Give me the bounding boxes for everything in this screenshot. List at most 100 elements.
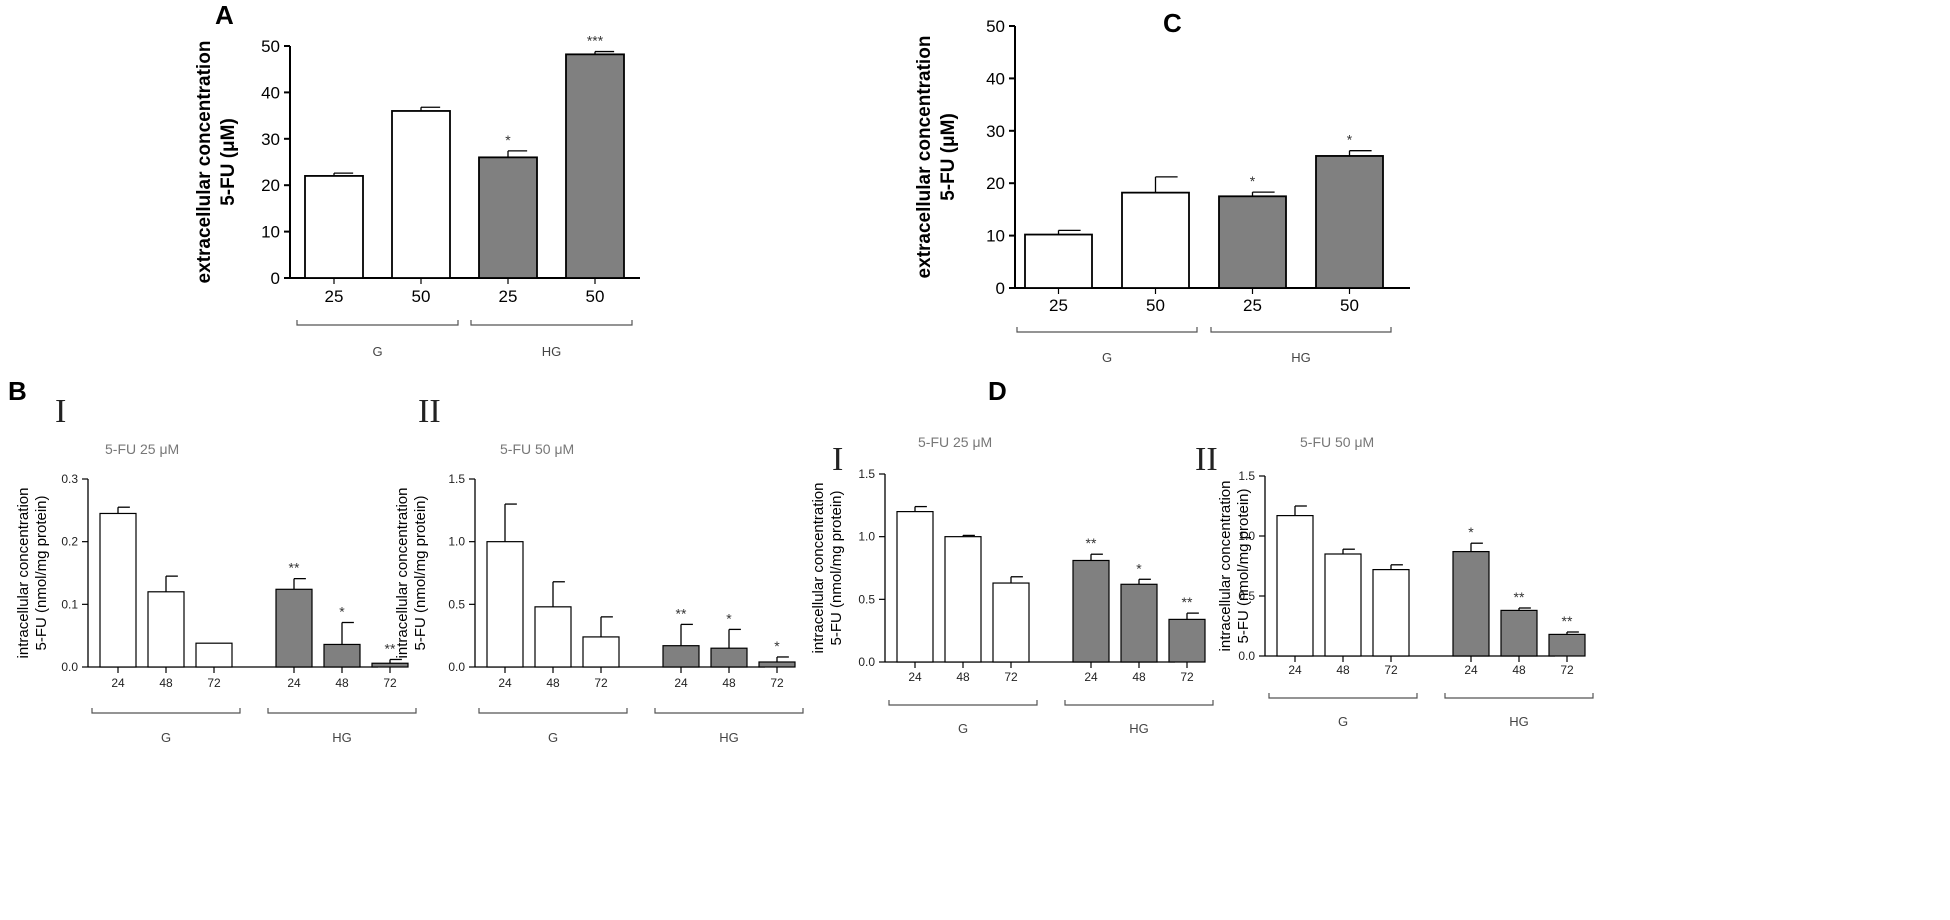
significance-label: *** — [587, 33, 604, 49]
bar — [1218, 195, 1287, 289]
chart-b-i: I 5-FU 25 μM 0.0 0.1 0.2 0.3 intracellular con… — [15, 393, 417, 745]
bar — [147, 591, 185, 668]
y-axis-label-line: 5-FU (nmol/mg protein) — [412, 495, 429, 650]
y-tick-label: 10 — [986, 227, 1005, 246]
bar — [1276, 514, 1314, 657]
y-axis-label: intracellular concentration5-FU (nmol/mg… — [1217, 481, 1252, 652]
bar — [758, 661, 796, 668]
chart-b-ii-roman: II — [418, 393, 441, 430]
chart-b-ii: II 5-FU 50 μM 0.0 0.5 1.0 1.5 intracellular co… — [394, 393, 804, 745]
x-tick-label: 72 — [1384, 663, 1398, 677]
y-tick-label: 40 — [261, 83, 280, 102]
bar — [944, 536, 982, 663]
x-tick-label: 50 — [1146, 296, 1165, 315]
group-label: HG — [1129, 721, 1149, 736]
x-tick-label: 25 — [325, 287, 344, 306]
x-tick-label: 25 — [1243, 296, 1262, 315]
y-tick-label: 0 — [996, 279, 1005, 298]
bar — [486, 541, 524, 668]
chart-b-i-roman: I — [55, 393, 66, 430]
panel-letter-b: B — [8, 376, 27, 406]
chart-d-i-roman: I — [832, 441, 843, 478]
group-label: G — [1102, 350, 1112, 365]
y-axis-label-line: extracellular concentration — [914, 36, 935, 279]
x-tick-label: 24 — [674, 676, 688, 690]
x-tick-label: 48 — [1336, 663, 1350, 677]
x-tick-label: 25 — [1049, 296, 1068, 315]
y-tick-label: 1.0 — [1238, 529, 1255, 543]
y-axis-label-line: 5-FU (nmol/mg protein) — [33, 495, 50, 650]
group-bracket — [1064, 700, 1214, 706]
bar — [1372, 568, 1410, 657]
significance-label: * — [1468, 524, 1474, 540]
y-tick-label: 1.5 — [448, 472, 465, 486]
bar — [534, 606, 572, 668]
significance-label: * — [505, 132, 511, 148]
x-tick-label: 48 — [335, 676, 349, 690]
bar — [1072, 559, 1110, 663]
x-tick-label: 50 — [586, 287, 605, 306]
y-axis-label-line: extracellular concentration — [194, 41, 215, 284]
group-bracket — [267, 708, 417, 714]
y-axis-label-line: 5-FU (μM) — [218, 118, 239, 206]
x-tick-label: 24 — [1288, 663, 1302, 677]
group-bracket — [470, 320, 633, 326]
x-tick-label: 50 — [1340, 296, 1359, 315]
panel-letter-c: C — [1163, 8, 1182, 38]
chart-d-i: I 5-FU 25 μM 0.0 0.5 1.0 1.5 intracellular con… — [810, 434, 1214, 736]
bar — [582, 636, 620, 668]
group-label: HG — [542, 344, 562, 359]
x-tick-label: 72 — [594, 676, 608, 690]
significance-label: ** — [1562, 613, 1573, 629]
x-tick-label: 48 — [722, 676, 736, 690]
y-tick-label: 0.3 — [61, 472, 78, 486]
group-label: HG — [1509, 714, 1529, 729]
bar — [565, 53, 625, 279]
y-axis-label-line: intracellular concentration — [810, 483, 827, 654]
y-tick-label: 1.0 — [448, 535, 465, 549]
significance-label: * — [726, 610, 732, 626]
group-bracket — [888, 700, 1038, 706]
y-tick-label: 30 — [986, 122, 1005, 141]
bar — [304, 175, 364, 279]
bar — [662, 645, 700, 668]
y-tick-label: 0.2 — [61, 535, 78, 549]
group-label: HG — [1291, 350, 1311, 365]
y-axis-label: extracellular concentration 5-FU (μM) — [194, 41, 239, 284]
x-tick-label: 72 — [207, 676, 221, 690]
y-tick-label: 0.0 — [448, 660, 465, 674]
group-label: G — [372, 344, 382, 359]
y-tick-label: 40 — [986, 69, 1005, 88]
group-bracket — [654, 708, 804, 714]
bar — [195, 642, 233, 668]
y-tick-label: 0.0 — [1238, 649, 1255, 663]
x-tick-label: 25 — [499, 287, 518, 306]
x-tick-label: 48 — [956, 670, 970, 684]
group-bracket — [1268, 693, 1418, 699]
x-tick-label: 72 — [770, 676, 784, 690]
y-tick-label: 0.0 — [858, 655, 875, 669]
group-bracket — [1210, 327, 1392, 333]
x-tick-label: 48 — [1512, 663, 1526, 677]
bar — [896, 511, 934, 663]
bar — [1168, 618, 1206, 663]
group-label: HG — [332, 730, 352, 745]
y-axis-label-line: intracellular concentration — [15, 488, 32, 659]
x-tick-label: 50 — [412, 287, 431, 306]
bar — [1324, 553, 1362, 657]
bar — [478, 156, 538, 279]
significance-label: ** — [1514, 589, 1525, 605]
x-tick-label: 48 — [1132, 670, 1146, 684]
y-tick-label: 0.0 — [61, 660, 78, 674]
chart-b-i-subtitle: 5-FU 25 μM — [105, 441, 179, 457]
group-label: G — [1338, 714, 1348, 729]
bar — [99, 512, 137, 668]
y-axis-label: intracellular concentration5-FU (nmol/mg… — [394, 488, 429, 659]
y-tick-label: 20 — [986, 174, 1005, 193]
y-tick-label: 0 — [271, 269, 280, 288]
bar — [992, 582, 1030, 663]
y-axis-label: intracellular concentration5-FU (nmol/mg… — [810, 483, 845, 654]
significance-label: * — [1250, 173, 1256, 189]
